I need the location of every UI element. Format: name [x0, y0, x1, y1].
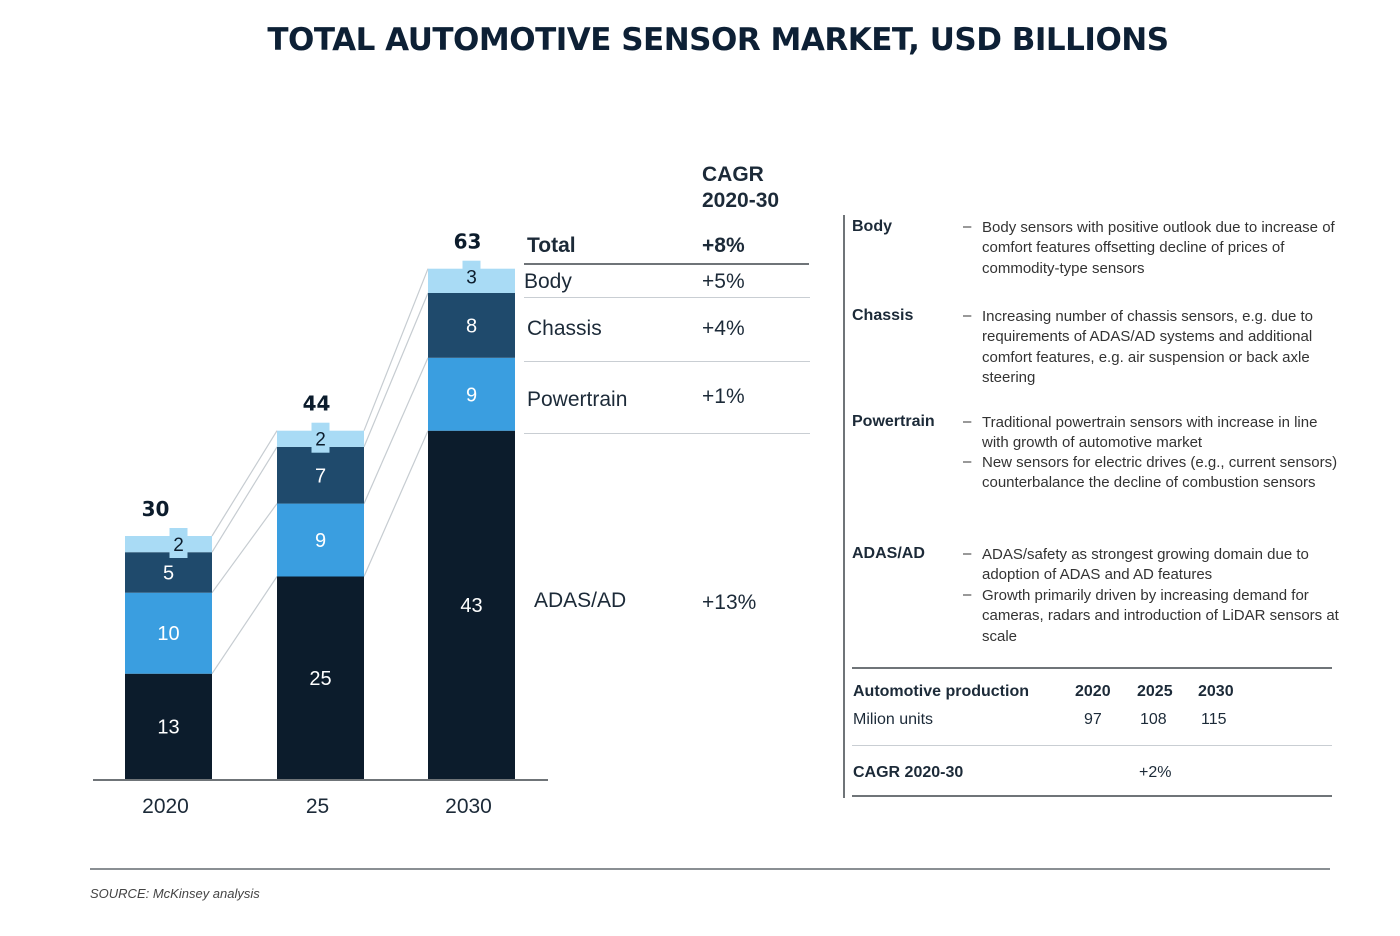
connector-line — [363, 292, 429, 448]
bar-total-label: 30 — [142, 497, 170, 521]
connector-line — [211, 576, 278, 675]
bar-segment-chassis — [277, 446, 364, 504]
segment-value-label: 25 — [309, 668, 331, 690]
segment-label-body: Body — [524, 270, 572, 293]
segment-value-label: 2 — [315, 430, 326, 451]
bar-total-label: 44 — [303, 392, 331, 416]
bullet-dash: – — [963, 453, 972, 470]
bullet-dash: – — [963, 413, 972, 430]
bullet-dash: – — [963, 586, 972, 603]
segment-label-total: Total — [527, 234, 576, 257]
production-cagr-value: +2% — [1139, 764, 1172, 781]
cagr-value-powertrain: +1% — [702, 385, 745, 408]
segment-value-label: 9 — [315, 530, 326, 552]
bar-segment-powertrain — [277, 503, 364, 577]
bar-segment-adas — [277, 576, 364, 779]
production-year-2025: 2025 — [1137, 683, 1173, 700]
segment-label-chassis: Chassis — [527, 317, 602, 340]
segment-label-powertrain: Powertrain — [527, 388, 628, 411]
x-tick-label: 2020 — [142, 795, 189, 818]
production-year-2030: 2030 — [1198, 683, 1234, 700]
row-divider — [524, 433, 810, 434]
segment-label-adas: ADAS/AD — [534, 589, 627, 612]
bar-segment-adas — [428, 430, 515, 779]
panel-divider — [843, 215, 845, 798]
bar-total-label: 63 — [454, 230, 482, 254]
connector-line — [363, 268, 429, 431]
production-cagr-label: CAGR 2020-30 — [853, 764, 964, 781]
segment-value-label: 10 — [157, 623, 179, 645]
connector-line — [363, 430, 429, 577]
driver-name-powertrain: Powertrain — [852, 413, 935, 430]
segment-value-label: 9 — [466, 384, 477, 406]
bar-segment-adas — [125, 673, 212, 779]
segment-value-label: 8 — [466, 315, 477, 337]
bullet-dash: – — [963, 218, 972, 235]
driver-name-chassis: Chassis — [852, 307, 914, 324]
segment-value-label: 5 — [163, 562, 174, 584]
driver-text-chassis: Increasing number of chassis sensors, e.… — [982, 308, 1314, 386]
production-value-2030: 115 — [1201, 711, 1227, 728]
chart-title: TOTAL AUTOMOTIVE SENSOR MARKET, USD BILL… — [267, 22, 1169, 58]
cagr-header-line1: CAGR — [702, 163, 764, 186]
production-year-2020: 2020 — [1075, 683, 1111, 700]
connector-line — [211, 503, 278, 594]
production-unit-label: Milion units — [853, 711, 934, 728]
segment-value-label: 3 — [466, 268, 477, 289]
body-label-box — [462, 260, 481, 291]
production-value-2020: 97 — [1084, 711, 1102, 728]
driver-text-powertrain-1: Traditional powertrain sensors with incr… — [982, 414, 1318, 452]
connector-line — [211, 446, 278, 553]
bar-segment-chassis — [428, 293, 515, 358]
body-label-box — [311, 422, 330, 453]
cagr-header: CAGR 2020-30 — [702, 162, 779, 214]
body-label-box — [169, 528, 188, 558]
total-divider — [524, 263, 809, 265]
driver-text-body: Body sensors with positive outlook due t… — [982, 219, 1335, 277]
segment-value-label: 7 — [315, 465, 326, 487]
driver-text-adas-2: Growth primarily driven by increasing de… — [982, 587, 1339, 645]
bar-segment-chassis — [125, 552, 212, 593]
row-divider — [524, 361, 810, 362]
driver-text-powertrain-2: New sensors for electric drives (e.g., c… — [982, 454, 1338, 492]
driver-text-adas-1: ADAS/safety as strongest growing domain … — [982, 546, 1309, 584]
driver-name-adas: ADAS/AD — [852, 545, 925, 562]
connector-line — [211, 430, 278, 537]
footer-rule — [90, 868, 1330, 870]
x-tick-label: 2030 — [445, 795, 492, 818]
segment-value-label: 2 — [173, 535, 184, 556]
cagr-header-line2: 2020-30 — [702, 189, 780, 212]
production-value-2025: 108 — [1140, 711, 1167, 728]
cagr-value-adas: +13% — [702, 591, 757, 614]
bar-segment-powertrain — [428, 357, 515, 431]
x-tick-label: 25 — [306, 795, 329, 818]
bar-segment-powertrain — [125, 592, 212, 674]
cagr-value-total: +8% — [702, 234, 745, 257]
cagr-value-chassis: +4% — [702, 317, 745, 340]
source-note: SOURCE: McKinsey analysis — [90, 886, 260, 901]
production-label: Automotive production — [853, 683, 1029, 700]
segment-value-label: 43 — [460, 595, 482, 617]
production-mid-rule — [852, 745, 1332, 746]
production-top-rule — [852, 667, 1332, 669]
bullet-dash: – — [963, 545, 972, 562]
segment-value-label: 13 — [157, 716, 179, 738]
driver-name-body: Body — [852, 218, 892, 235]
bar-segment-body — [125, 536, 212, 553]
row-divider — [524, 297, 810, 298]
cagr-value-body: +5% — [702, 270, 745, 293]
connector-line — [363, 357, 429, 504]
production-bottom-rule — [852, 795, 1332, 797]
bullet-dash: – — [963, 307, 972, 324]
